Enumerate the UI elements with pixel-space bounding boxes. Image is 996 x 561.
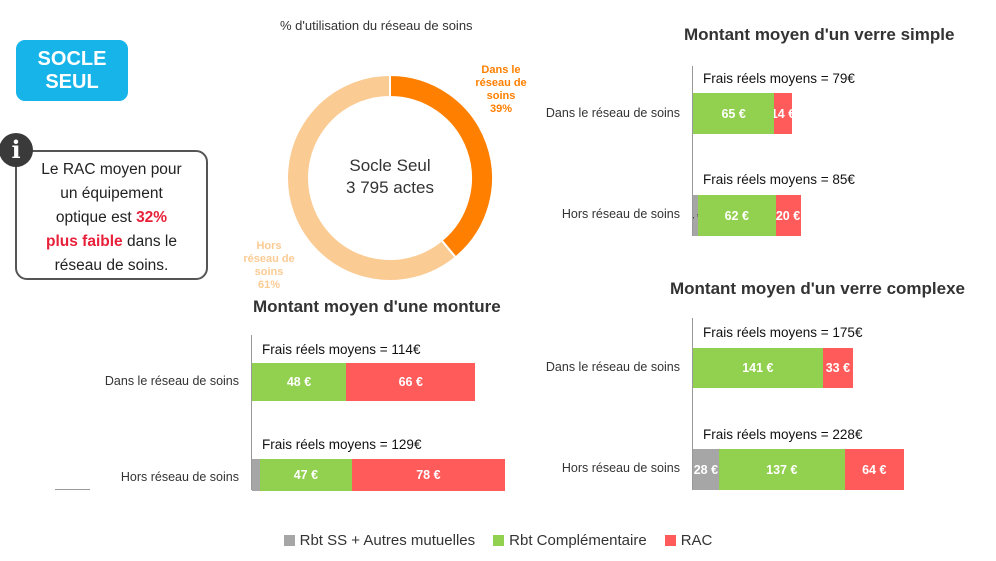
monture-axis xyxy=(251,335,252,490)
legend-swatch-ss xyxy=(283,535,295,546)
legend-label-rac: RAC xyxy=(680,532,713,549)
donut-label-hors-l2: réseau de xyxy=(243,253,295,265)
verre-simple-frais-dans: Frais réels moyens = 79€ xyxy=(703,71,855,86)
verre-simple-title: Montant moyen d'un verre simple xyxy=(684,25,955,44)
verre-simple-hors-segment-ss: 4 € xyxy=(693,195,698,236)
donut-label-dans-l2: réseau de xyxy=(475,77,527,89)
donut-label-hors-l1: Hors xyxy=(256,240,282,252)
monture-hors-segment-rac: 78 € xyxy=(351,459,505,491)
legend-label-ss: Rbt SS + Autres mutuelles xyxy=(299,532,476,549)
verre-complexe-bar-dans: 141 €33 € xyxy=(693,348,854,388)
verre-simple-hors-segment-rac: 20 € xyxy=(775,195,801,236)
monture-title: Montant moyen d'une monture xyxy=(253,297,501,316)
monture-hors-segment-ss xyxy=(252,459,260,491)
verre-complexe-cat-hors: Hors réseau de soins xyxy=(561,461,680,475)
donut-center-line-2: 3 795 actes xyxy=(346,178,434,197)
legend-item-rac: RAC xyxy=(664,532,713,549)
info-line-3-text: optique est xyxy=(55,209,137,226)
donut-label-dans: Dans le réseau de soins 39% xyxy=(468,64,534,116)
divider xyxy=(55,489,90,490)
monture-bar-dans: 48 €66 € xyxy=(252,363,476,401)
verre-simple-bar-hors: 4 €62 €20 € xyxy=(693,195,801,236)
verre-complexe-frais-dans: Frais réels moyens = 175€ xyxy=(703,325,863,340)
verre-simple-dans-segment-rac: 14 € xyxy=(774,93,792,134)
verre-simple-bar-dans: 65 €14 € xyxy=(693,93,792,134)
monture-cat-dans: Dans le réseau de soins xyxy=(104,374,239,388)
socle-seul-badge: SOCLE SEUL xyxy=(16,40,128,101)
info-callout: Le RAC moyen pour un équipement optique … xyxy=(15,150,208,280)
verre-complexe-bar-hors: 28 €137 €64 € xyxy=(693,449,904,490)
monture-dans-segment-rbt: 48 € xyxy=(252,363,347,401)
legend-item-rbt: Rbt Complémentaire xyxy=(493,532,647,549)
verre-complexe-title: Montant moyen d'un verre complexe xyxy=(670,279,965,298)
legend-swatch-rac xyxy=(664,535,676,546)
donut-label-hors: Hors réseau de soins 61% xyxy=(236,240,302,292)
info-highlight-percent: 32% xyxy=(136,209,168,226)
info-line-4: plus faible dans le xyxy=(17,230,206,254)
donut-slice-hors xyxy=(286,73,458,282)
verre-complexe-axis xyxy=(692,318,693,490)
verre-simple-hors-segment-rbt: 62 € xyxy=(698,195,776,236)
info-line-4-text: dans le xyxy=(122,233,177,250)
info-line-3: optique est 32% xyxy=(17,206,206,230)
info-icon: i xyxy=(0,133,33,167)
donut-title: % d'utilisation du réseau de soins xyxy=(280,18,473,33)
legend: Rbt SS + Autres mutuelles Rbt Complément… xyxy=(0,532,996,549)
legend-item-ss: Rbt SS + Autres mutuelles xyxy=(283,532,476,549)
monture-hors-segment-rbt: 47 € xyxy=(259,459,352,491)
legend-swatch-rbt xyxy=(493,535,505,546)
info-line-1: Le RAC moyen pour xyxy=(41,161,182,178)
verre-complexe-hors-segment-rbt: 137 € xyxy=(718,449,845,490)
badge-line-2: SEUL xyxy=(45,70,99,93)
monture-frais-hors: Frais réels moyens = 129€ xyxy=(262,437,422,452)
verre-complexe-cat-dans: Dans le réseau de soins xyxy=(545,360,680,374)
monture-frais-dans: Frais réels moyens = 114€ xyxy=(262,342,421,357)
verre-complexe-hors-segment-rac: 64 € xyxy=(844,449,904,490)
verre-complexe-dans-segment-rac: 33 € xyxy=(822,348,854,388)
info-line-2: un équipement xyxy=(60,185,163,202)
donut-label-dans-l1: Dans le xyxy=(481,64,521,76)
verre-simple-cat-dans: Dans le réseau de soins xyxy=(545,106,680,120)
donut-center-line-1: Socle Seul xyxy=(349,156,431,175)
donut-chart xyxy=(286,73,494,282)
monture-bar-hors: 47 €78 € xyxy=(252,459,505,491)
verre-complexe-frais-hors: Frais réels moyens = 228€ xyxy=(703,427,863,442)
monture-dans-segment-rac: 66 € xyxy=(346,363,476,401)
donut-label-hors-l3: soins xyxy=(254,266,284,278)
verre-complexe-dans-segment-rbt: 141 € xyxy=(693,348,823,388)
verre-simple-frais-hors: Frais réels moyens = 85€ xyxy=(703,172,855,187)
monture-cat-hors: Hors réseau de soins xyxy=(120,470,239,484)
donut-label-dans-l3: soins xyxy=(486,90,516,102)
verre-simple-axis xyxy=(692,66,693,236)
badge-line-1: SOCLE xyxy=(37,47,107,70)
info-line-5: réseau de soins. xyxy=(54,257,169,274)
donut-label-hors-pct: 61% xyxy=(257,279,281,291)
donut-center-label: Socle Seul 3 795 actes xyxy=(300,155,480,199)
donut-label-dans-pct: 39% xyxy=(489,103,513,115)
legend-label-rbt: Rbt Complémentaire xyxy=(509,532,647,549)
verre-simple-cat-hors: Hors réseau de soins xyxy=(561,207,680,221)
verre-complexe-hors-segment-ss: 28 € xyxy=(693,449,719,490)
verre-simple-dans-segment-rbt: 65 € xyxy=(693,93,775,134)
info-highlight-text: plus faible xyxy=(46,233,123,250)
